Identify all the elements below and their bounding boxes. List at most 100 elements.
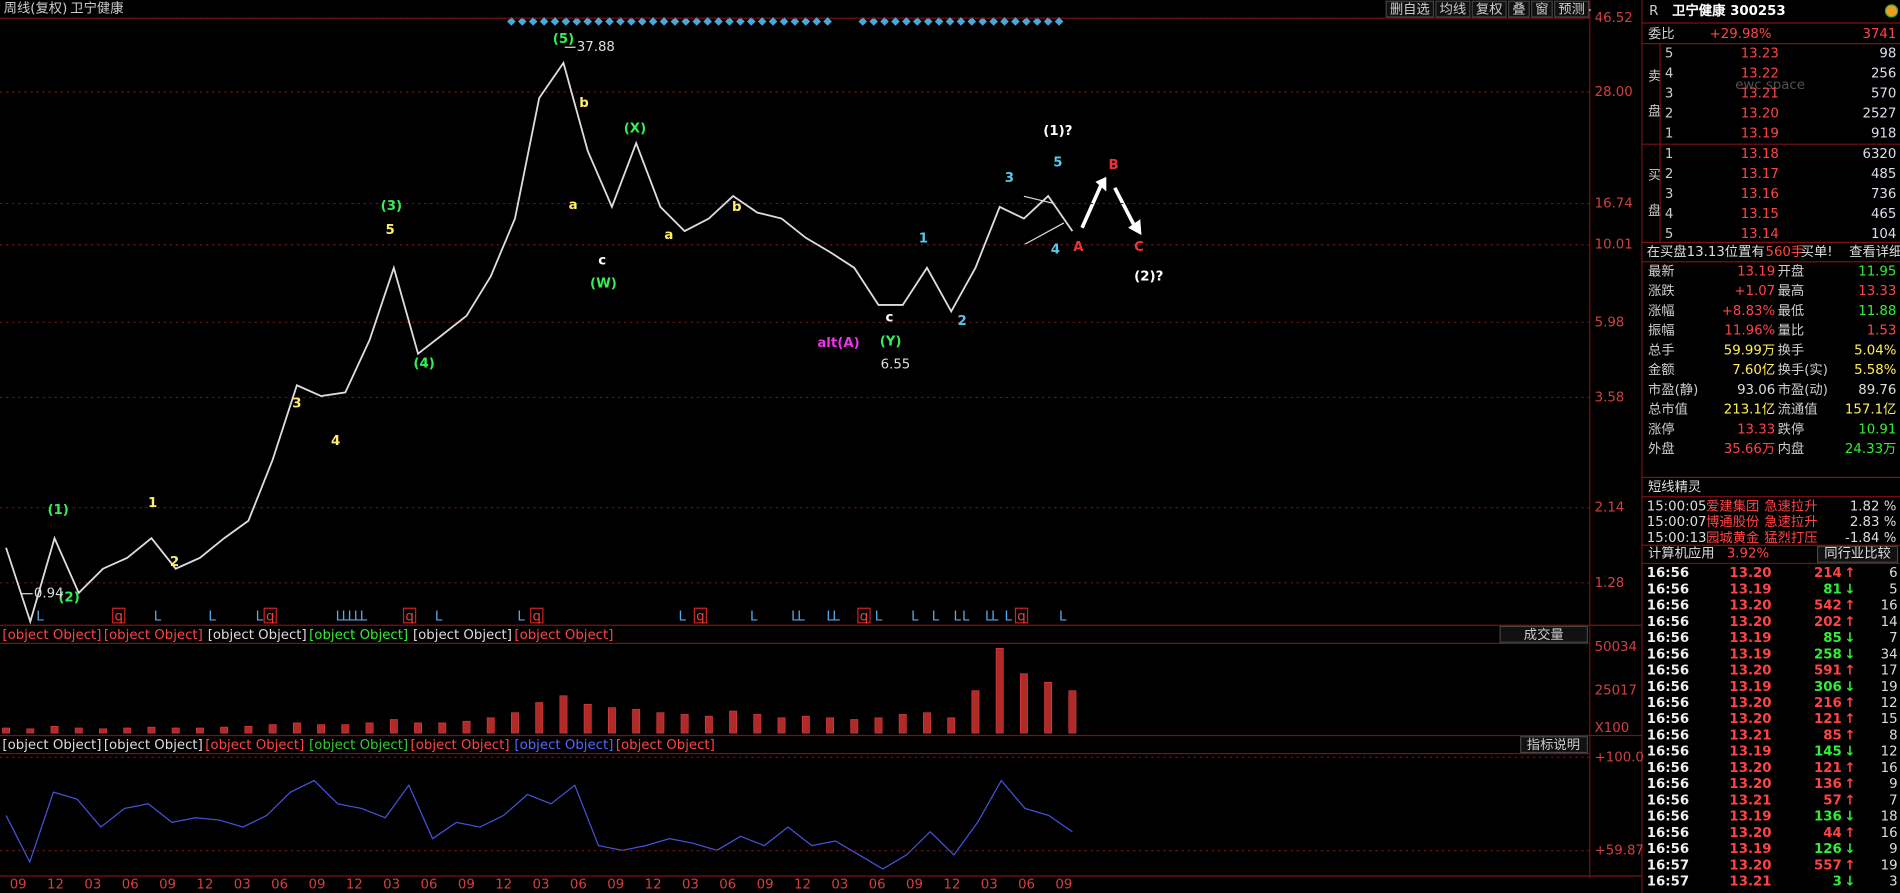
x-axis-label: 03: [682, 878, 699, 893]
industry-name: 计算机应用: [1648, 545, 1715, 562]
panel-header-item: [object Object]: [616, 738, 715, 753]
price-axis-label: 28.00: [1595, 85, 1633, 100]
signal-mark: L: [678, 610, 686, 625]
industry-link[interactable]: 同行业比较: [1824, 546, 1891, 562]
toolbar-button[interactable]: [1508, 0, 1530, 18]
tick-time: 16:56: [1647, 647, 1689, 662]
tick-time: 16:57: [1647, 875, 1689, 890]
toolbar-button-label[interactable]: 窗: [1535, 1, 1548, 18]
extreme-price-label: 0.94: [34, 587, 64, 602]
tick-price: 13.20: [1729, 777, 1771, 792]
stat-label: 开盘: [1778, 262, 1805, 279]
signal-diamond: [779, 17, 789, 26]
x-axis-label: 06: [122, 878, 139, 893]
toolbar-button[interactable]: [1385, 0, 1435, 18]
tick-price: 13.20: [1729, 599, 1771, 614]
x-axis-label: 09: [757, 878, 774, 893]
x-axis-label: 06: [869, 878, 886, 893]
volume-axis-label: X100: [1595, 721, 1630, 736]
wave-label: (2): [58, 590, 79, 605]
toolbar-button-label[interactable]: 复权: [1476, 1, 1503, 18]
toolbar-button-label[interactable]: 删自选: [1390, 2, 1430, 18]
tick-volume: 557: [1814, 858, 1842, 873]
status-icon: [1884, 4, 1899, 18]
panel-header-item: [object Object]: [104, 738, 203, 753]
toolbar-button-label[interactable]: 预测: [1558, 2, 1585, 18]
book-level: 3: [1665, 86, 1673, 101]
alert-change: 1.82 %: [1850, 499, 1897, 514]
panel-prefix: R: [1649, 4, 1658, 19]
price-axis-label: 1.28: [1595, 576, 1625, 591]
toolbar-button[interactable]: [1554, 0, 1590, 18]
tick-time: 16:56: [1647, 745, 1689, 760]
wave-label: c: [885, 310, 893, 325]
tick-volume: 121: [1814, 761, 1842, 776]
stat-value: 93.06: [1737, 383, 1775, 398]
signal-diamond: [945, 17, 955, 26]
signal-diamond: [912, 17, 922, 26]
tick-price: 13.21: [1729, 728, 1771, 743]
toolbar-button-label[interactable]: 均线: [1440, 2, 1467, 18]
signal-diamond: [594, 17, 603, 26]
ratio-value: +29.98%: [1710, 27, 1772, 42]
wave-label: (4): [413, 357, 434, 372]
book-volume: 485: [1871, 167, 1896, 182]
tick-price: 13.20: [1729, 826, 1771, 841]
stat-value: 11.95: [1858, 264, 1896, 279]
x-axis-label: 06: [421, 878, 438, 893]
book-price: 13.23: [1741, 46, 1779, 61]
extreme-price-label: 37.88: [577, 40, 615, 55]
tick-price: 13.20: [1729, 858, 1771, 873]
signal-mark: L: [932, 610, 940, 625]
tick-time: 16:56: [1647, 826, 1689, 841]
wave-label: 2: [957, 314, 966, 329]
stat-label: 市盈(动): [1778, 381, 1828, 398]
x-axis-label: 06: [271, 878, 288, 893]
tick-time: 16:56: [1647, 712, 1689, 727]
stat-label: 金额: [1648, 362, 1675, 378]
trend-line: [1023, 195, 1055, 205]
panel-button-label[interactable]: 成交量: [1524, 626, 1564, 643]
tick-extra: 16: [1881, 761, 1898, 776]
stat-value: 7.60亿: [1732, 362, 1775, 378]
signal-mark: q: [533, 610, 541, 625]
wave-label: 3: [292, 396, 301, 411]
signal-diamond: [681, 17, 691, 26]
panel-header-item: [object Object]: [514, 738, 613, 753]
volume-bar: [923, 712, 931, 734]
signal-box: [693, 607, 708, 624]
panel-button[interactable]: [1520, 736, 1588, 754]
volume-bar: [50, 725, 59, 734]
notice-link[interactable]: 查看详细: [1849, 244, 1900, 260]
x-axis-label: 12: [196, 878, 213, 893]
book-side-label: 卖: [1648, 68, 1661, 84]
alert-time: 15:00:07: [1647, 515, 1707, 530]
toolbar-button[interactable]: [1435, 0, 1471, 18]
book-level: 4: [1665, 66, 1673, 81]
signal-mark: L: [826, 610, 834, 625]
tick-extra: 12: [1881, 745, 1898, 760]
signal-diamond: [637, 17, 647, 26]
tick-extra: 9: [1889, 777, 1897, 792]
toolbar-button[interactable]: [1531, 0, 1553, 18]
alert-change: -1.84 %: [1845, 531, 1896, 546]
tick-volume: 85: [1823, 631, 1842, 646]
x-axis-label: 03: [383, 878, 400, 893]
tick-arrow: ↓: [1844, 842, 1855, 857]
tick-arrow: ↓: [1844, 631, 1855, 646]
tick-price: 13.20: [1729, 761, 1771, 776]
signal-diamond: [703, 17, 712, 26]
toolbar-button-label[interactable]: 叠: [1512, 2, 1525, 18]
x-axis-label: 12: [47, 878, 64, 893]
tick-extra: 5: [1889, 582, 1897, 597]
alert-time: 15:00:13: [1647, 531, 1707, 546]
panel-button[interactable]: [1499, 625, 1588, 643]
panel-button-label[interactable]: 指标说明: [1527, 737, 1580, 753]
stat-value: 11.96%: [1724, 324, 1775, 339]
signal-diamond: [858, 17, 868, 26]
panel-header-item: [object Object]: [104, 628, 203, 643]
tick-price: 13.21: [1729, 875, 1771, 890]
toolbar-button[interactable]: [1471, 0, 1507, 18]
tick-price: 13.21: [1729, 793, 1771, 808]
industry-button[interactable]: [1816, 545, 1899, 563]
